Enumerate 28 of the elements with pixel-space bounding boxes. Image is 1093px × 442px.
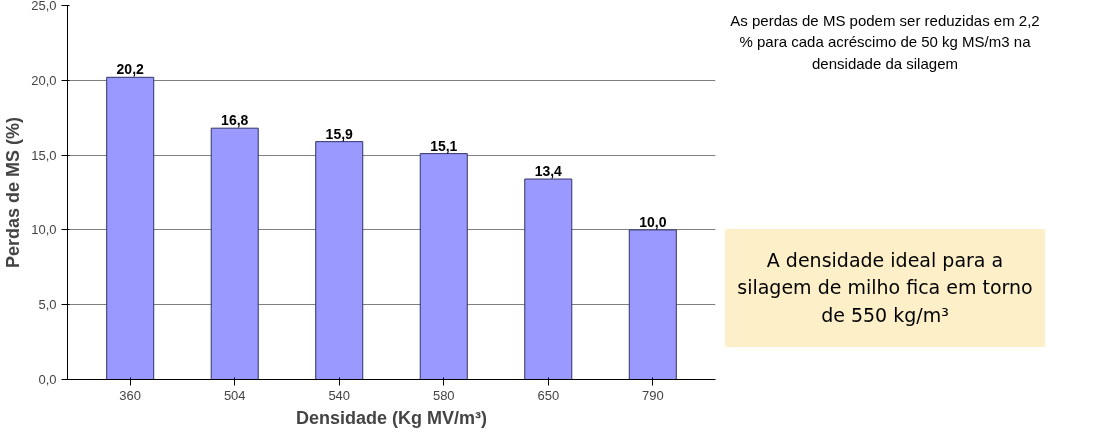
data-label: 15,9 <box>325 125 354 142</box>
x-tick-label: 540 <box>328 387 351 403</box>
text: A densidade ideal para a silagem de milho fica em torno de 550 kg/m³ <box>736 248 1034 328</box>
x-tick-label: 360 <box>119 387 142 403</box>
y-tick-label: 15,0 <box>31 147 57 163</box>
y-tick-label: 0,0 <box>38 372 57 387</box>
bar <box>315 141 364 380</box>
x-tick-label: 580 <box>432 387 455 403</box>
x-tick-label: 790 <box>641 387 664 403</box>
data-label: 16,8 <box>221 112 249 129</box>
bar <box>419 153 468 380</box>
x-tick-label: 504 <box>223 387 246 403</box>
y-tick-label: 20,0 <box>31 72 57 88</box>
bar <box>628 229 677 380</box>
text: As perdas de MS podem ser reduzidas em 2,2 % para cada acréscimo de 50 kg MS/m3 na densidade da silagem <box>729 11 1041 74</box>
y-tick-label: 25,0 <box>31 0 57 13</box>
y-axis-title: Perdas de MS (%) <box>3 116 24 269</box>
y-tick-label: 5,0 <box>38 297 57 313</box>
data-label: 10,0 <box>639 213 667 230</box>
bar <box>210 127 259 380</box>
y-tick-label: 10,0 <box>31 222 57 238</box>
bar <box>524 178 573 380</box>
bar <box>106 76 155 380</box>
data-label: 20,2 <box>116 61 145 78</box>
x-axis-title: Densidade (Kg MV/m³) <box>295 407 488 428</box>
data-label: 15,1 <box>430 137 458 154</box>
x-tick-label: 650 <box>537 387 560 403</box>
data-label: 13,4 <box>534 163 563 180</box>
